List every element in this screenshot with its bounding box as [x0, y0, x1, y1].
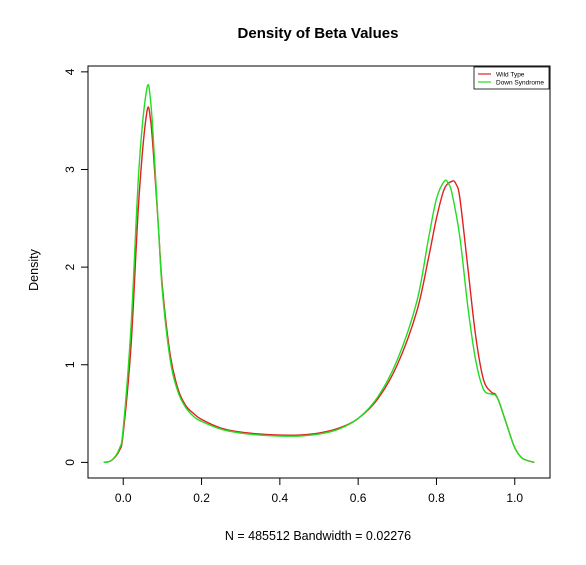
x-axis-label: N = 485512 Bandwidth = 0.02276: [225, 529, 411, 543]
series-line-wild-type: [103, 106, 535, 464]
x-tick-label: 0.8: [428, 491, 445, 505]
legend-entry: Down Syndrome: [496, 79, 544, 86]
x-tick-label: 1.0: [506, 491, 523, 505]
series-lines: [103, 84, 535, 464]
chart-title: Density of Beta Values: [238, 25, 399, 42]
x-tick-label: 0.2: [193, 491, 210, 505]
series-line-down-syndrome: [103, 84, 535, 464]
y-tick-label: 2: [63, 263, 77, 270]
x-tick-label: 0.6: [350, 491, 367, 505]
y-tick-label: 1: [63, 361, 77, 368]
y-tick-label: 3: [63, 166, 77, 173]
legend-entry: Wild Type: [496, 71, 525, 78]
y-tick-label: 0: [63, 459, 77, 466]
plot-frame: [87, 65, 551, 479]
y-axis-label: Density: [27, 248, 41, 290]
legend-box: [473, 66, 550, 90]
y-tick-label: 4: [63, 68, 77, 75]
axes: 0.0 0.2 0.4 0.6 0.8 1.0 0 1 2 3 4: [63, 68, 523, 505]
x-tick-label: 0.4: [272, 491, 289, 505]
x-tick-label: 0.0: [115, 491, 132, 505]
